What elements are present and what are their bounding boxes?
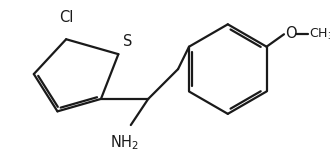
- Text: O: O: [285, 26, 297, 41]
- Text: NH$_2$: NH$_2$: [110, 134, 139, 152]
- Text: CH$_3$: CH$_3$: [309, 27, 330, 42]
- Text: S: S: [123, 34, 133, 49]
- Text: Cl: Cl: [59, 10, 73, 25]
